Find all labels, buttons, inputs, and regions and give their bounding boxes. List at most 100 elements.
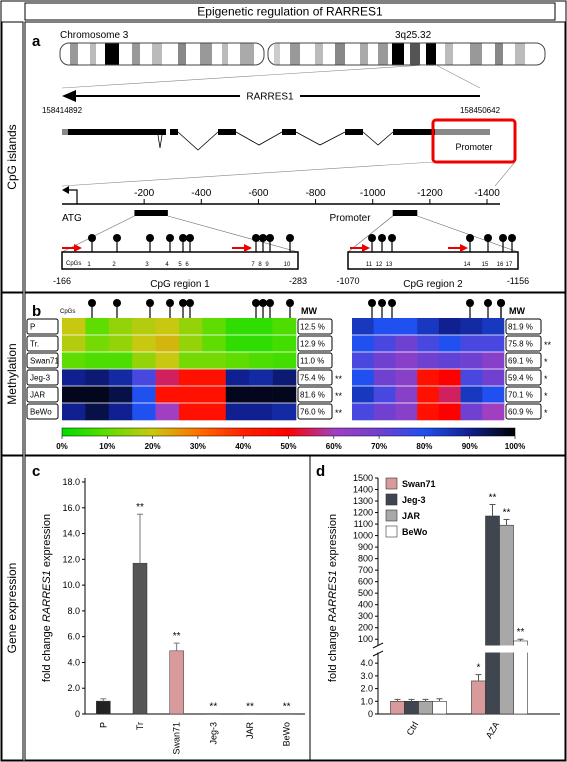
- cpg-site: [508, 234, 516, 242]
- chromosome-band: [410, 43, 420, 65]
- cpg-number: 8: [258, 262, 262, 268]
- heatmap-cell: [202, 335, 227, 353]
- promoter-label: Promoter: [455, 142, 492, 152]
- significance: **: [335, 408, 343, 418]
- row-label: JAR: [30, 391, 45, 400]
- cpg-region-bar: [134, 210, 168, 216]
- mw-value: 60.9 %: [508, 408, 533, 417]
- section-label: Gene expression: [5, 563, 19, 654]
- heatmap-cell: [460, 335, 483, 353]
- cpg-number: 2: [112, 262, 116, 268]
- heatmap-cell: [132, 352, 156, 370]
- y-tick-label: 700: [358, 565, 373, 575]
- intron: [177, 131, 219, 151]
- heatmap-cell: [202, 403, 227, 421]
- heatmap-cell: [108, 318, 133, 336]
- heatmap-cell: [352, 318, 375, 336]
- cpg-site: [497, 299, 505, 307]
- heatmap-cell: [179, 352, 203, 370]
- y-tick-label: 18.0: [62, 477, 80, 487]
- heatmap-cell: [202, 318, 227, 336]
- cpg-number: 13: [386, 262, 393, 268]
- axis-break: [376, 645, 562, 653]
- promoter-highlight: [431, 118, 517, 164]
- tss-arrow: [68, 189, 78, 204]
- legend-label: BeWo: [402, 527, 428, 537]
- heatmap-cell: [155, 403, 180, 421]
- heatmap-cell: [249, 352, 273, 370]
- significance: **: [209, 702, 217, 713]
- cpg-site: [179, 299, 187, 307]
- significance: *: [544, 374, 548, 384]
- chromosome-band: [290, 43, 300, 65]
- chromosome-band: [378, 43, 388, 65]
- row-label: Swan71: [30, 357, 59, 366]
- cpg-site: [113, 234, 121, 242]
- mw-value: 75.4 %: [300, 374, 325, 383]
- heatmap-cell: [62, 403, 86, 421]
- significance: **: [136, 502, 144, 513]
- cpg-site: [146, 299, 154, 307]
- y-tick-label: 600: [358, 577, 373, 587]
- heatmap-cell: [352, 335, 375, 353]
- heatmap-cell: [155, 335, 180, 353]
- significance: **: [173, 631, 181, 642]
- heatmap-cell: [85, 403, 110, 421]
- colorbar-tick-label: 10%: [99, 442, 115, 451]
- bar: [432, 700, 447, 715]
- mw-box: [297, 352, 333, 369]
- bar: [418, 700, 433, 715]
- region-name: CpG region 1: [150, 279, 210, 290]
- chromosome-band: [90, 43, 96, 65]
- mw-box: [505, 335, 542, 352]
- heatmap-cell: [132, 386, 156, 404]
- cpg-site: [88, 234, 96, 242]
- cpg-site: [286, 299, 294, 307]
- mw-value: 11.0 %: [300, 357, 324, 366]
- cpg-number: 16: [497, 262, 504, 268]
- heatmap-cell: [460, 403, 483, 421]
- panel-letter: d: [316, 463, 325, 480]
- heatmap-cell: [460, 386, 483, 404]
- mw-box: [297, 386, 333, 403]
- cpg-number: 10: [284, 262, 291, 268]
- colorbar-tick-label: 90%: [462, 442, 478, 451]
- cpg-site: [378, 299, 386, 307]
- cpg-number: 17: [506, 262, 513, 268]
- heatmap-cell: [395, 318, 418, 336]
- primer-head: [244, 244, 252, 252]
- mw-value: 12.5 %: [300, 323, 325, 332]
- section-label: CpG islands: [5, 124, 19, 189]
- heatmap-cell: [417, 335, 440, 353]
- y-axis-label: fold change RARRES1 expression: [327, 514, 339, 682]
- x-tick-label: Jeg-3: [208, 722, 218, 745]
- axis-break-mark: [372, 650, 384, 657]
- heatmap-cell: [373, 352, 396, 370]
- significance: *: [544, 408, 548, 418]
- mw-box: [297, 318, 333, 335]
- gene-label: RARRES1: [246, 92, 294, 103]
- row-label-box: [26, 386, 59, 403]
- heatmap-cell: [460, 352, 483, 370]
- heatmap-cell: [272, 386, 297, 404]
- cpg-site: [259, 299, 267, 307]
- y-tick-label: 900: [358, 542, 373, 552]
- cpg-site: [266, 234, 274, 242]
- chromosome-band: [132, 43, 140, 65]
- significance: **: [335, 391, 343, 401]
- y-axis-label-part: expression: [41, 514, 53, 570]
- section-box: [1, 21, 24, 293]
- y-tick-label: 1400: [353, 485, 373, 495]
- panel-letter: a: [32, 33, 41, 50]
- heatmap-cell: [438, 403, 461, 421]
- cpgs-label: CpGs: [66, 261, 81, 267]
- x-tick-label: P: [98, 722, 108, 728]
- heatmap-cell: [225, 352, 250, 370]
- cpg-site: [466, 299, 474, 307]
- cpg-number: 1: [87, 262, 91, 268]
- heatmap-cell: [417, 386, 440, 404]
- section-box: [1, 455, 24, 761]
- exon: [62, 129, 68, 135]
